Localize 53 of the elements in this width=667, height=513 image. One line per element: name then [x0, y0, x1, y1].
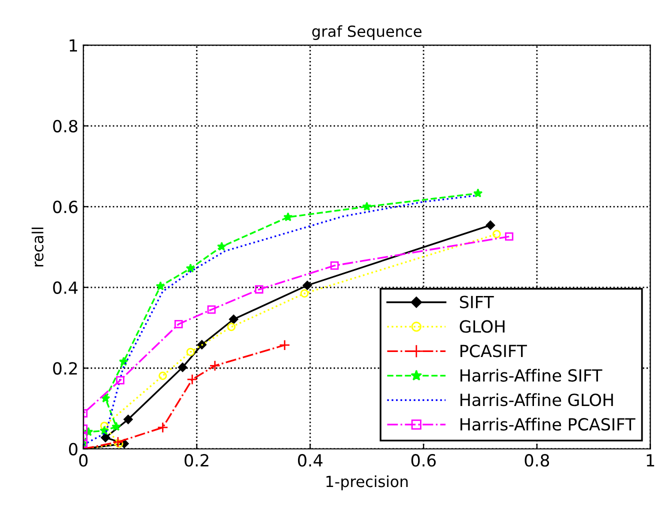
- y-tick-label: 1: [70, 39, 77, 52]
- legend-label: Harris-Affine GLOH: [460, 393, 613, 406]
- point: [302, 280, 312, 290]
- point: [254, 285, 264, 294]
- point: [197, 340, 206, 350]
- y-tick-label: 0.2: [53, 362, 77, 375]
- legend-label: SIFT: [460, 296, 494, 308]
- point: [114, 439, 124, 448]
- legend-label: Harris-Affine PCASIFT: [460, 418, 636, 431]
- y-tick-label: 0.4: [53, 281, 78, 294]
- x-tick-label: 0.6: [411, 454, 436, 467]
- point: [116, 376, 124, 384]
- x-tick-label: 0.2: [184, 454, 208, 467]
- point: [330, 261, 339, 270]
- point: [186, 348, 195, 356]
- point: [112, 436, 124, 448]
- point: [492, 230, 501, 238]
- point: [186, 264, 196, 272]
- legend-label: PCASIFT: [460, 344, 527, 358]
- point: [207, 305, 216, 314]
- point: [118, 356, 128, 366]
- point: [124, 414, 133, 424]
- point: [486, 220, 496, 230]
- x-tick-label: 0.4: [298, 454, 322, 467]
- x-axis-title: 1-precision: [326, 475, 408, 490]
- point: [473, 188, 483, 198]
- point: [283, 212, 293, 222]
- point: [504, 232, 514, 241]
- legend-label: Harris-Affine SIFT: [460, 368, 602, 382]
- point: [279, 340, 290, 351]
- point: [174, 320, 183, 328]
- point: [209, 360, 220, 372]
- point: [156, 281, 166, 290]
- point: [157, 422, 168, 434]
- y-tick-label: 0.8: [53, 120, 78, 132]
- x-tick-label: 1: [646, 454, 654, 466]
- y-axis-title: recall: [32, 228, 44, 266]
- x-tick-label: 0.8: [524, 454, 550, 467]
- point: [178, 362, 188, 372]
- y-tick-label: 0.6: [53, 200, 78, 214]
- y-tick-label: 0: [69, 442, 78, 456]
- point: [158, 372, 167, 380]
- point: [217, 242, 226, 251]
- point: [228, 314, 238, 324]
- point: [300, 289, 309, 298]
- chart-title: graf Sequence: [312, 25, 422, 40]
- point: [362, 202, 372, 211]
- point: [100, 432, 110, 442]
- point: [186, 374, 198, 385]
- point: [112, 422, 121, 431]
- point: [227, 322, 236, 332]
- x-tick-label: 0: [79, 454, 88, 467]
- legend-label: GLOH: [460, 320, 504, 333]
